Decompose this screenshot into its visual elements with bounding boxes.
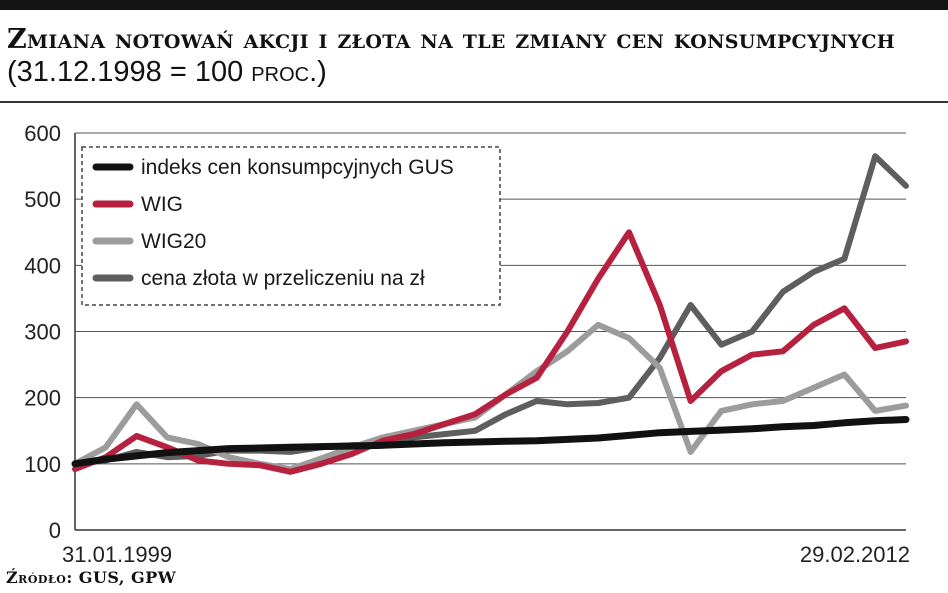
y-tick-labels: 0 100 200 300 400 500 600	[24, 121, 61, 543]
chart-title: Zmiana notowań akcji i złota na tle zmia…	[7, 24, 937, 89]
y-tick-label: 200	[24, 386, 61, 411]
series-lines	[71, 153, 910, 475]
legend-label-0: indeks cen konsumpcyjnych GUS	[141, 156, 454, 179]
legend: indeks cen konsumpcyjnych GUS WIG WIG20 cen…	[81, 146, 501, 306]
x-tick-labels: 31.01.1999 29.02.2012	[62, 542, 910, 567]
top-bar	[0, 0, 948, 10]
legend-label-3: cena złota w przeliczeniu na zł	[141, 267, 425, 290]
legend-label-1: WIG	[141, 193, 183, 216]
y-tick-label: 500	[24, 187, 61, 212]
source-note: Źródło: GUS, GPW	[6, 568, 177, 587]
x-end-label: 29.02.2012	[800, 542, 910, 567]
x-start-label: 31.01.1999	[62, 542, 172, 567]
title-rule	[0, 101, 948, 103]
line-chart: 0 100 200 300 400 500 600 31.01.1999 29.02.2012…	[24, 121, 910, 567]
y-tick-label: 300	[24, 320, 61, 345]
legend-box	[81, 146, 501, 306]
series-line-0	[71, 416, 910, 468]
legend-label-2: WIG20	[141, 230, 206, 253]
y-tick-label: 400	[24, 253, 61, 278]
y-tick-label: 0	[49, 518, 61, 543]
title-main: Zmiana notowań akcji i złota na tle zmia…	[7, 24, 895, 55]
series-line-1	[72, 229, 909, 475]
title-subtitle: (31.12.1998 = 100 proc.)	[7, 56, 327, 88]
y-tick-label: 600	[24, 121, 61, 146]
y-tick-label: 100	[24, 452, 61, 477]
